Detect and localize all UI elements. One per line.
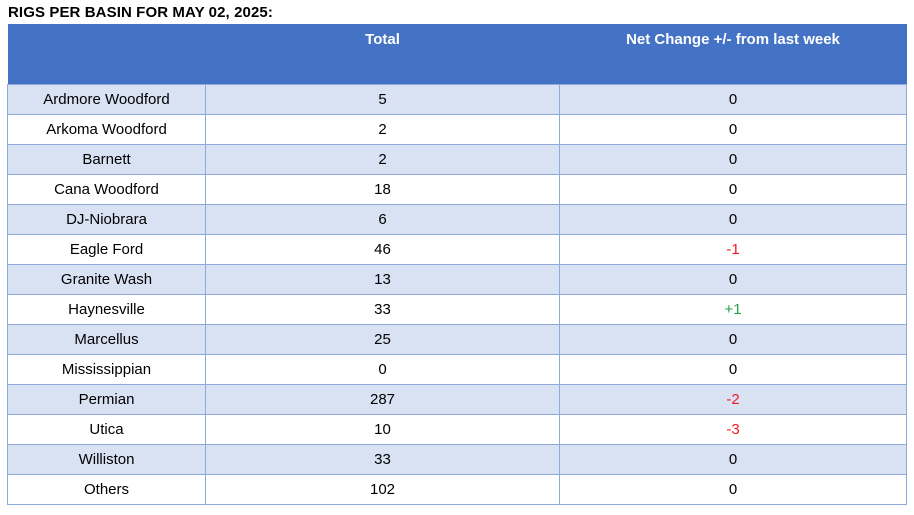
net-change-cell: -1 bbox=[559, 233, 907, 265]
basin-cell: Cana Woodford bbox=[7, 173, 206, 205]
total-cell: 287 bbox=[205, 383, 560, 415]
basin-cell: Mississippian bbox=[7, 353, 206, 385]
col-header-basin bbox=[7, 24, 206, 84]
table-row: Cana Woodford 18 0 bbox=[7, 173, 907, 205]
table-row: Eagle Ford 46 -1 bbox=[7, 233, 907, 265]
total-cell: 33 bbox=[205, 443, 560, 475]
basin-cell: Granite Wash bbox=[7, 263, 206, 295]
net-change-cell: -3 bbox=[559, 413, 907, 445]
basin-cell: Ardmore Woodford bbox=[7, 83, 206, 115]
table-row: Granite Wash 13 0 bbox=[7, 263, 907, 295]
basin-cell: Permian bbox=[7, 383, 206, 415]
basin-cell: Barnett bbox=[7, 143, 206, 175]
total-cell: 13 bbox=[205, 263, 560, 295]
total-cell: 6 bbox=[205, 203, 560, 235]
table-row: Williston 33 0 bbox=[7, 443, 907, 475]
total-cell: 102 bbox=[205, 473, 560, 505]
table-row: Mississippian 0 0 bbox=[7, 353, 907, 385]
net-change-cell: 0 bbox=[559, 353, 907, 385]
basin-cell: DJ-Niobrara bbox=[7, 203, 206, 235]
net-change-cell: 0 bbox=[559, 473, 907, 505]
table-row: Ardmore Woodford 5 0 bbox=[7, 83, 907, 115]
col-header-net-change: Net Change +/- from last week bbox=[559, 24, 907, 84]
table-row: Arkoma Woodford 2 0 bbox=[7, 113, 907, 145]
basin-cell: Arkoma Woodford bbox=[7, 113, 206, 145]
col-header-total: Total bbox=[205, 24, 560, 84]
net-change-cell: +1 bbox=[559, 293, 907, 325]
net-change-cell: 0 bbox=[559, 83, 907, 115]
total-cell: 0 bbox=[205, 353, 560, 385]
table-row: Permian 287 -2 bbox=[7, 383, 907, 415]
total-cell: 46 bbox=[205, 233, 560, 265]
table-row: Barnett 2 0 bbox=[7, 143, 907, 175]
net-change-cell: 0 bbox=[559, 263, 907, 295]
basin-cell: Williston bbox=[7, 443, 206, 475]
net-change-cell: 0 bbox=[559, 203, 907, 235]
basin-cell: Utica bbox=[7, 413, 206, 445]
total-cell: 2 bbox=[205, 113, 560, 145]
table-row: Haynesville 33 +1 bbox=[7, 293, 907, 325]
total-cell: 5 bbox=[205, 83, 560, 115]
total-cell: 18 bbox=[205, 173, 560, 205]
net-change-cell: -2 bbox=[559, 383, 907, 415]
total-cell: 2 bbox=[205, 143, 560, 175]
net-change-cell: 0 bbox=[559, 113, 907, 145]
page-title: RIGS PER BASIN FOR MAY 02, 2025: bbox=[8, 4, 273, 21]
net-change-cell: 0 bbox=[559, 143, 907, 175]
table-row: Others 102 0 bbox=[7, 473, 907, 505]
table-header-row: Total Net Change +/- from last week bbox=[7, 24, 907, 84]
net-change-cell: 0 bbox=[559, 443, 907, 475]
basin-cell: Marcellus bbox=[7, 323, 206, 355]
net-change-cell: 0 bbox=[559, 173, 907, 205]
table-row: Marcellus 25 0 bbox=[7, 323, 907, 355]
rigs-per-basin-table: Total Net Change +/- from last week Ardm… bbox=[7, 24, 907, 505]
total-cell: 25 bbox=[205, 323, 560, 355]
table-row: Utica 10 -3 bbox=[7, 413, 907, 445]
total-cell: 10 bbox=[205, 413, 560, 445]
table-row: DJ-Niobrara 6 0 bbox=[7, 203, 907, 235]
basin-cell: Eagle Ford bbox=[7, 233, 206, 265]
basin-cell: Haynesville bbox=[7, 293, 206, 325]
basin-cell: Others bbox=[7, 473, 206, 505]
total-cell: 33 bbox=[205, 293, 560, 325]
net-change-cell: 0 bbox=[559, 323, 907, 355]
